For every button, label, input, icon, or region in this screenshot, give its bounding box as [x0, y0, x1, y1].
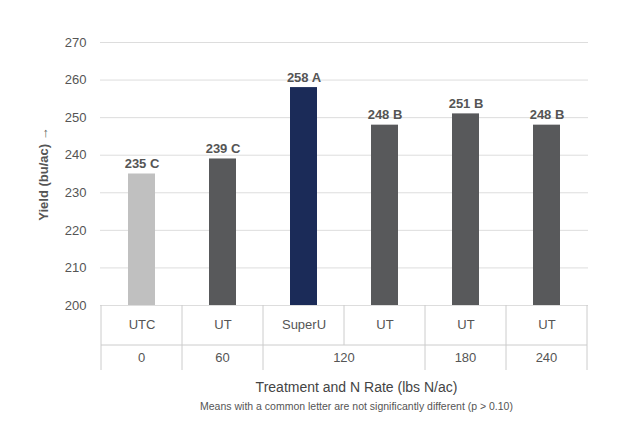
html-text:Treatment and N Rate (lbs N/ac: Treatment and N Rate (lbs N/ac) [255, 379, 458, 395]
svg-text:Yield (bu/ac) →: Yield (bu/ac) → [36, 127, 51, 220]
svg-text:250: 250 [65, 110, 87, 125]
svg-text:60: 60 [215, 350, 229, 365]
svg-text:220: 220 [65, 223, 87, 238]
svg-text:248 B: 248 B [368, 107, 403, 122]
svg-text:240: 240 [65, 147, 87, 162]
svg-text:239 C: 239 C [206, 141, 241, 156]
svg-text:0: 0 [138, 350, 145, 365]
svg-text:200: 200 [65, 298, 87, 313]
svg-text:260: 260 [65, 72, 87, 87]
html-text:Means with a common letter are: Means with a common letter are not signi… [200, 400, 513, 412]
svg-text:180: 180 [455, 350, 477, 365]
svg-text:210: 210 [65, 260, 87, 275]
svg-text:SuperU: SuperU [282, 317, 326, 332]
svg-text:UT: UT [376, 317, 393, 332]
svg-text:251 B: 251 B [449, 96, 484, 111]
svg-text:UT: UT [538, 317, 555, 332]
svg-text:120: 120 [333, 350, 355, 365]
svg-text:240: 240 [536, 350, 558, 365]
svg-text:UT: UT [214, 317, 231, 332]
svg-text:258 A: 258 A [287, 70, 322, 85]
svg-text:UT: UT [457, 317, 474, 332]
svg-text:UTC: UTC [129, 317, 156, 332]
svg-text:270: 270 [65, 35, 87, 50]
svg-text:235 C: 235 C [125, 156, 160, 171]
svg-text:230: 230 [65, 185, 87, 200]
svg-text:248 B: 248 B [530, 107, 565, 122]
